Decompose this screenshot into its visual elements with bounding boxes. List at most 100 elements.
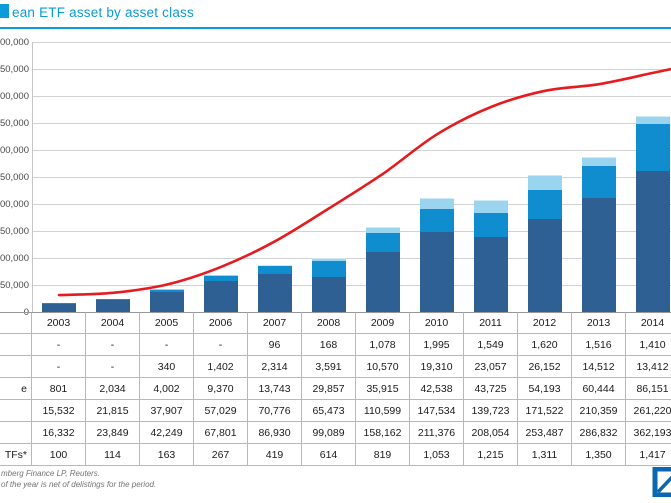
table-row-4: 15,532 21,815 37,907 57,029 70,776 65,473 110,… <box>0 400 671 422</box>
value-cell: 9,370 <box>194 378 248 400</box>
y-axis-tick-label: 100,000 <box>0 253 29 264</box>
value-cell: 43,725 <box>464 378 518 400</box>
bar-segment-stack-3-2014 <box>636 117 670 125</box>
year-header-cell: 2014 <box>626 312 671 334</box>
value-cell: 67,801 <box>194 422 248 444</box>
value-cell: 1,215 <box>464 444 518 466</box>
bank-logo-square <box>652 467 671 497</box>
value-cell: 211,376 <box>410 422 464 444</box>
value-cell: 362,193 <box>626 422 671 444</box>
row-label-fragment <box>0 400 32 422</box>
year-header-cell: 2009 <box>356 312 410 334</box>
table-header-row: 2003 2004 2005 2006 2007 2008 2009 2010 2011 2012… <box>0 312 671 334</box>
gridline <box>32 69 671 70</box>
bar-segment-stack-top-2008 <box>312 258 346 260</box>
table-row-1: - - - -96 168 1,078 1,995 1,549 1,620 1,516 1,410 <box>0 334 671 356</box>
bar-segment-stack-bottom-2009 <box>366 252 400 312</box>
row-label-fragment <box>0 422 32 444</box>
value-cell: 1,516 <box>572 334 626 356</box>
value-cell: 3,591 <box>302 356 356 378</box>
value-cell: 1,402 <box>194 356 248 378</box>
value-cell: 2,034 <box>86 378 140 400</box>
row-label-fragment: e <box>0 378 32 400</box>
bar-segment-stack-2-2009 <box>366 232 400 253</box>
bar-segment-stack-bottom-2010 <box>420 232 454 312</box>
value-cell: 70,776 <box>248 400 302 422</box>
value-cell: 114 <box>86 444 140 466</box>
value-cell: 86,930 <box>248 422 302 444</box>
value-cell: 96 <box>248 334 302 356</box>
value-cell: 158,162 <box>356 422 410 444</box>
value-cell: 86,151 <box>626 378 671 400</box>
year-header-cell: 2003 <box>32 312 86 334</box>
bar-segment-stack-3-2006 <box>204 275 238 277</box>
bar-segment-stack-2-2014 <box>636 124 670 171</box>
logo-fragment <box>0 4 9 18</box>
gridline <box>32 258 671 259</box>
value-cell: 10,570 <box>356 356 410 378</box>
table-row-2: - -340 1,402 2,314 3,591 10,570 19,310 23,057 26… <box>0 356 671 378</box>
bar-segment-stack-bottom-2003 <box>42 303 76 312</box>
value-cell: 1,549 <box>464 334 518 356</box>
bar-segment-stack-bottom-2006 <box>204 281 238 312</box>
bar-segment-stack-bottom-2007 <box>258 273 292 312</box>
bar-segment-stack-top-2012 <box>528 175 562 176</box>
value-cell: 1,410 <box>626 334 671 356</box>
year-header-cell: 2011 <box>464 312 518 334</box>
value-cell: 1,417 <box>626 444 671 466</box>
year-header-cell: 2007 <box>248 312 302 334</box>
row-label-fragment: TFs* <box>0 444 32 466</box>
bar-segment-stack-top-2013 <box>582 157 616 158</box>
value-cell: 163 <box>140 444 194 466</box>
y-axis-tick-label: 350,000 <box>0 118 29 129</box>
value-cell: 801 <box>32 378 86 400</box>
bar-segment-stack-top-2007 <box>258 265 292 266</box>
gridline <box>32 177 671 178</box>
bar-segment-stack-bottom-2004 <box>96 300 130 312</box>
y-axis-tick-label: 450,000 <box>0 64 29 75</box>
year-header-cell: 2012 <box>518 312 572 334</box>
value-cell: 286,832 <box>572 422 626 444</box>
value-cell: 15,532 <box>32 400 86 422</box>
gridline <box>32 285 671 286</box>
value-cell: 210,359 <box>572 400 626 422</box>
bar-segment-stack-bottom-2014 <box>636 170 670 312</box>
year-header-cell: 2010 <box>410 312 464 334</box>
year-header-cell: 2005 <box>140 312 194 334</box>
table-row-5: 16,332 23,849 42,249 67,801 86,930 99,089 158,… <box>0 422 671 444</box>
table-row-3: e 801 2,034 4,002 9,370 13,743 29,857 35,915 42,… <box>0 378 671 400</box>
year-header-cell: 2008 <box>302 312 356 334</box>
value-cell: 13,743 <box>248 378 302 400</box>
bar-segment-stack-top-2010 <box>420 197 454 199</box>
bar-segment-stack-3-2012 <box>528 175 562 191</box>
value-cell: 4,002 <box>140 378 194 400</box>
value-cell: 171,522 <box>518 400 572 422</box>
value-cell: 819 <box>356 444 410 466</box>
value-cell: - <box>32 334 86 356</box>
bar-segment-stack-2-2013 <box>582 165 616 199</box>
value-cell: 35,915 <box>356 378 410 400</box>
gridline <box>32 123 671 124</box>
bar-segment-stack-top-2011 <box>474 199 508 201</box>
value-cell: 65,473 <box>302 400 356 422</box>
bank-logo-fragment <box>652 467 671 497</box>
row-label-fragment <box>0 334 32 356</box>
gridline <box>32 42 671 43</box>
value-cell: 1,311 <box>518 444 572 466</box>
bar-segment-stack-2-2003 <box>42 303 76 304</box>
value-cell: 2,314 <box>248 356 302 378</box>
year-header-cell: 2013 <box>572 312 626 334</box>
value-cell: 139,723 <box>464 400 518 422</box>
value-cell: 1,995 <box>410 334 464 356</box>
value-cell: 37,907 <box>140 400 194 422</box>
value-cell: 42,249 <box>140 422 194 444</box>
bar-segment-stack-2-2007 <box>258 266 292 274</box>
value-cell: 60,444 <box>572 378 626 400</box>
bar-segment-stack-2-2006 <box>204 276 238 282</box>
bar-segment-stack-top-2009 <box>366 226 400 228</box>
value-cell: 54,193 <box>518 378 572 400</box>
gridline <box>32 231 671 232</box>
value-cell: 14,512 <box>572 356 626 378</box>
gridline <box>32 96 671 97</box>
